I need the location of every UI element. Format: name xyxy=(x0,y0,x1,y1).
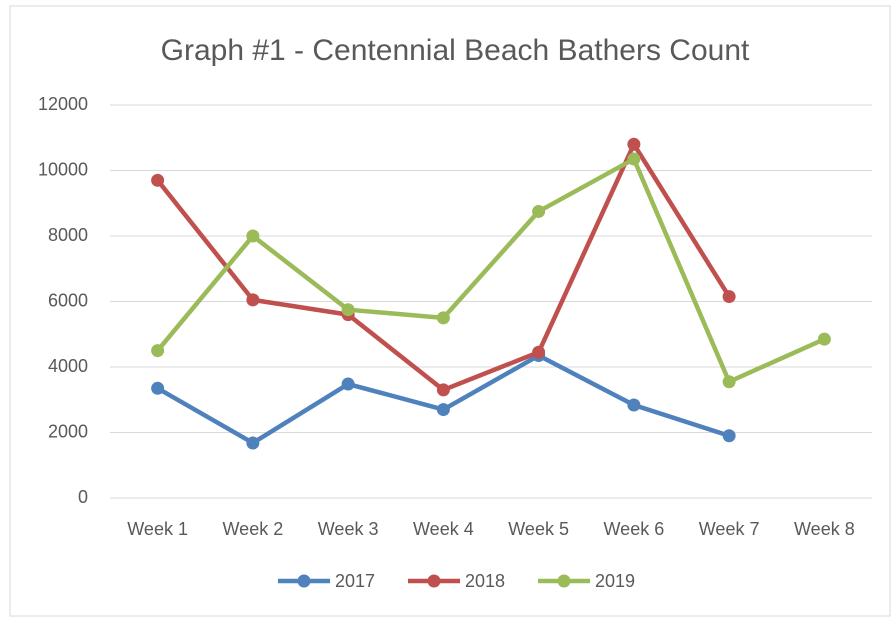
data-point xyxy=(722,375,736,389)
y-tick-label: 0 xyxy=(78,487,88,507)
data-point xyxy=(817,332,831,346)
data-point xyxy=(627,152,641,166)
data-point xyxy=(246,293,260,307)
x-tick-label: Week 7 xyxy=(699,519,760,539)
data-point xyxy=(246,436,260,450)
data-point xyxy=(532,204,546,218)
chart-title: Graph #1 - Centennial Beach Bathers Coun… xyxy=(161,34,750,67)
legend-marker xyxy=(297,574,311,588)
data-point xyxy=(246,229,260,243)
data-point xyxy=(341,377,355,391)
x-tick-label: Week 5 xyxy=(508,519,569,539)
x-tick-label: Week 8 xyxy=(794,519,855,539)
data-point xyxy=(436,311,450,325)
x-tick-label: Week 1 xyxy=(127,519,188,539)
data-point xyxy=(151,173,165,187)
y-tick-label: 12000 xyxy=(38,94,88,114)
x-tick-label: Week 6 xyxy=(604,519,665,539)
legend-label: 2019 xyxy=(595,571,635,591)
data-point xyxy=(627,398,641,412)
legend-marker xyxy=(557,574,571,588)
y-tick-label: 8000 xyxy=(48,225,88,245)
legend-marker xyxy=(427,574,441,588)
legend-label: 2017 xyxy=(335,571,375,591)
data-point xyxy=(341,303,355,317)
data-point xyxy=(151,344,165,358)
data-point xyxy=(722,429,736,443)
data-point xyxy=(151,381,165,395)
y-tick-label: 4000 xyxy=(48,356,88,376)
x-tick-label: Week 2 xyxy=(223,519,284,539)
data-point xyxy=(532,345,546,359)
legend-label: 2018 xyxy=(465,571,505,591)
series-line xyxy=(155,156,826,384)
x-tick-label: Week 3 xyxy=(318,519,379,539)
data-point xyxy=(722,290,736,304)
y-tick-label: 2000 xyxy=(48,421,88,441)
data-point xyxy=(627,137,641,151)
x-tick-label: Week 4 xyxy=(413,519,474,539)
y-tick-label: 10000 xyxy=(38,159,88,179)
data-point xyxy=(436,403,450,417)
data-point xyxy=(436,383,450,397)
y-tick-label: 6000 xyxy=(48,290,88,310)
